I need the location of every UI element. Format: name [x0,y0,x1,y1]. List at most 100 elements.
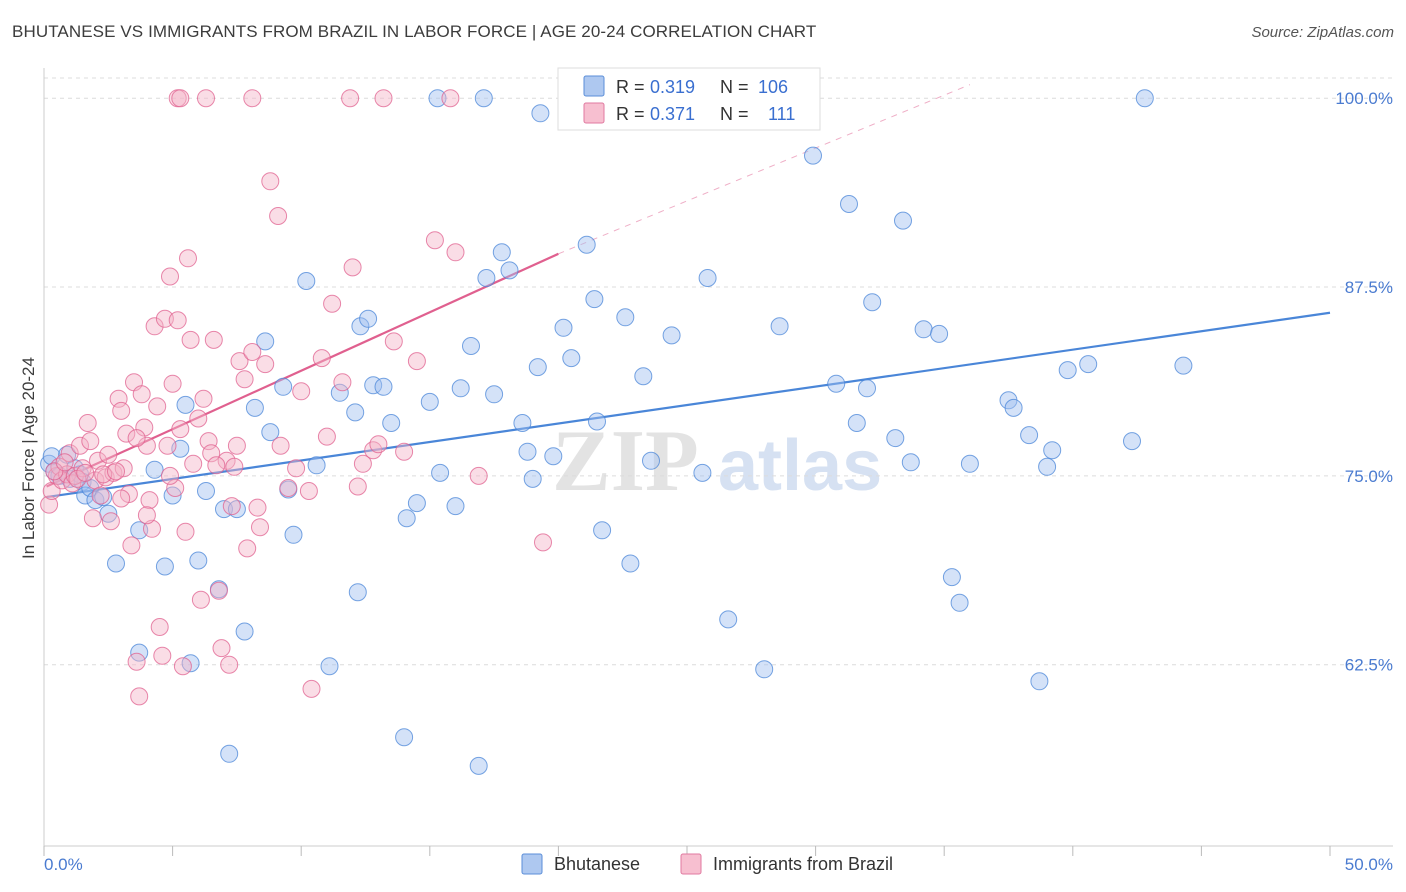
point-bhutanese-64 [531,104,550,123]
point-bhutanese-27 [235,622,254,641]
point-brazil-45 [171,420,190,439]
point-brazil-87 [197,89,215,108]
point-brazil-71 [302,679,321,698]
point-brazil-41 [161,267,179,286]
point-brazil-97 [107,462,125,481]
point-brazil-57 [212,639,231,658]
point-brazil-92 [45,462,64,481]
point-brazil-56 [209,581,228,600]
trend-lines [46,84,1331,499]
point-bhutanese-61 [518,442,537,461]
point-bhutanese-32 [261,423,280,442]
point-brazil-52 [194,389,213,408]
point-bhutanese-67 [562,349,581,368]
point-brazil-24 [117,424,136,443]
point-brazil-35 [145,317,164,336]
point-brazil-60 [225,457,244,476]
point-bhutanese-71 [593,521,612,540]
point-brazil-13 [83,509,102,528]
point-bhutanese-17 [155,557,174,576]
point-brazil-90 [374,89,393,108]
point-brazil-77 [364,441,383,460]
point-brazil-78 [384,332,403,351]
point-brazil-11 [78,414,97,432]
point-bhutanese-51 [431,463,450,482]
point-bhutanese-33 [274,377,293,396]
point-bhutanese-80 [755,660,774,679]
point-brazil-12 [81,432,100,451]
point-brazil-112 [469,466,488,485]
point-bhutanese-90 [901,453,920,472]
point-brazil-8 [65,466,84,485]
stats-legend: R = 0.319 N = 106 R = 0.371 N = 111 [557,67,821,131]
point-bhutanese-53 [451,379,470,398]
point-bhutanese-75 [642,451,660,470]
point-bhutanese-47 [397,509,416,528]
legend-swatch-brazil [583,102,605,124]
point-brazil-9 [71,436,89,455]
point-brazil-84 [269,207,288,225]
point-bhutanese-35 [284,525,303,544]
point-bhutanese-85 [847,414,866,432]
legend-n-label-2: N = [720,104,749,124]
point-bhutanese-83 [827,374,846,393]
point-brazil-109 [348,477,367,496]
point-bhutanese-66 [554,318,573,337]
x-tick-label-max: 50.0% [1345,855,1393,874]
point-brazil-82 [534,533,552,552]
legend-r-value-1: 0.319 [650,77,695,97]
point-bhutanese-21 [189,551,208,570]
point-brazil-75 [343,258,362,277]
point-bhutanese-98 [1020,426,1039,445]
point-bhutanese-48 [395,728,414,747]
y-tick-label-2: 75.0% [1345,467,1393,486]
point-brazil-83 [261,172,280,191]
point-bhutanese-43 [359,309,378,328]
point-bhutanese-25 [227,500,246,519]
legend-n-value-2: 111 [768,104,795,124]
point-brazil-40 [158,436,177,455]
point-brazil-79 [407,352,426,371]
point-brazil-29 [130,687,149,706]
point-bhutanese-56 [477,269,496,287]
point-bhutanese-82 [804,146,822,165]
point-bhutanese-30 [245,398,264,417]
point-brazil-59 [220,655,239,674]
point-brazil-38 [153,646,172,665]
point-bhutanese-46 [382,414,401,432]
point-brazil-18 [99,445,118,464]
point-brazil-49 [184,454,203,473]
point-brazil-34 [143,519,161,538]
point-brazil-62 [230,352,249,371]
point-bhutanese-77 [693,463,712,482]
point-bhutanese-26 [220,744,239,763]
point-bhutanese-102 [1058,361,1077,380]
point-brazil-63 [235,370,254,389]
point-brazil-105 [248,498,267,517]
point-brazil-80 [425,231,444,250]
y-axis-label: In Labor Force | Age 20-24 [19,357,38,559]
point-brazil-73 [323,294,342,313]
point-brazil-69 [279,479,298,497]
point-bhutanese-72 [616,308,635,327]
point-bhutanese-94 [950,593,969,612]
legend-n-value-1: 106 [758,77,788,97]
point-brazil-95 [76,463,95,482]
point-bhutanese-109 [1135,89,1154,108]
point-bhutanese-40 [346,403,365,422]
point-brazil-46 [173,657,192,676]
watermark-zip: ZIP [552,413,699,510]
point-brazil-50 [189,409,208,428]
point-bhutanese-49 [407,494,426,513]
y-tick-labels: 100.0% 87.5% 75.0% 62.5% [1335,89,1393,675]
point-bhutanese-79 [719,610,738,629]
point-bhutanese-16 [145,460,164,479]
series-legend: Bhutanese Immigrants from Brazil [521,853,893,875]
point-brazil-55 [204,330,223,349]
legend-r-value-2: 0.371 [650,104,695,124]
point-brazil-51 [191,590,210,609]
bottom-legend-label-brazil: Immigrants from Brazil [713,854,893,874]
point-brazil-26 [122,536,141,555]
point-brazil-93 [55,453,74,472]
data-points [40,89,1193,775]
